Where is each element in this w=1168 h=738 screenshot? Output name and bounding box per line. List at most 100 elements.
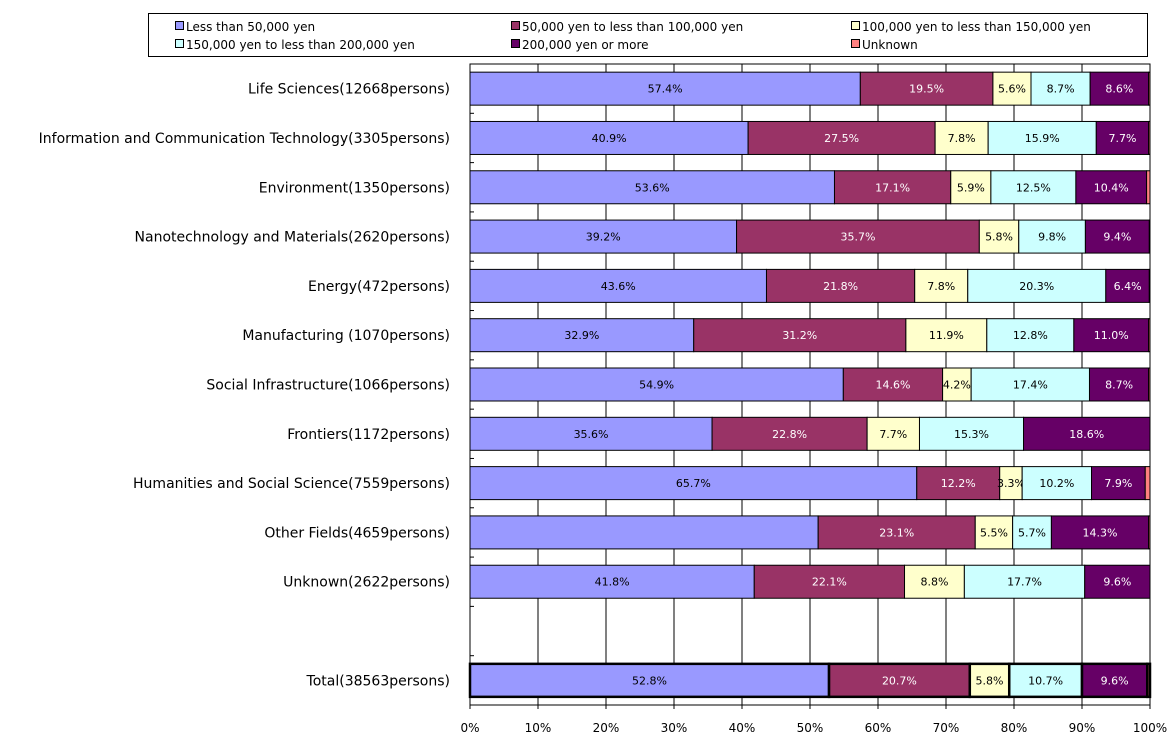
bar-segment	[859, 71, 994, 106]
bar-segment	[747, 120, 936, 155]
bar-segment	[1148, 515, 1151, 550]
data-label: 5.6%	[998, 83, 1026, 96]
data-label: 12.8%	[1013, 329, 1048, 342]
category-label: Energy(472persons)	[308, 279, 450, 295]
legend-swatch-series-4	[175, 39, 184, 48]
data-label: 7.9%	[1104, 477, 1132, 490]
data-label: 8.8%	[920, 576, 948, 589]
legend-swatch-series-2	[511, 21, 520, 30]
data-label: 19.5%	[909, 83, 944, 96]
bar-segment	[904, 564, 965, 599]
category-label: Frontiers(1172persons)	[287, 427, 450, 443]
bar-segment	[469, 170, 835, 205]
bar-segment	[469, 466, 918, 501]
legend-item-series-6: Unknown	[851, 38, 918, 52]
bar-segment	[1088, 367, 1150, 402]
data-label: 10.4%	[1094, 181, 1129, 194]
data-label: 35.7%	[840, 231, 875, 244]
bar-segment	[1146, 170, 1151, 205]
legend-label-series-2: 50,000 yen to less than 100,000 yen	[522, 20, 744, 34]
data-label: 43.6%	[601, 280, 636, 293]
category-label: Nanotechnology and Materials(2620persons…	[135, 230, 450, 246]
bar-segment	[469, 564, 755, 599]
data-label: 14.3%	[1083, 526, 1118, 539]
legend-item-series-3: 100,000 yen to less than 150,000 yen	[851, 20, 1091, 34]
x-tick-label: 60%	[865, 721, 892, 735]
category-label: Total(38563persons)	[306, 673, 450, 689]
bar-segment	[1012, 515, 1052, 550]
x-tick-label: 20%	[593, 721, 620, 735]
bar-segment	[1023, 416, 1151, 451]
data-label: 57.4%	[648, 83, 683, 96]
bar-segment	[469, 71, 861, 106]
data-label: 5.7%	[1018, 526, 1046, 539]
bar-segment	[827, 662, 972, 699]
bar-segment	[1146, 662, 1152, 699]
bar-segment	[963, 564, 1086, 599]
bar-segment	[1084, 564, 1151, 599]
legend-item-series-2: 50,000 yen to less than 100,000 yen	[511, 20, 743, 34]
data-label: 10.2%	[1039, 477, 1074, 490]
data-label: 22.1%	[812, 576, 847, 589]
data-label: 5.5%	[980, 526, 1008, 539]
bar-segment	[986, 318, 1075, 353]
bar-segment	[1089, 71, 1150, 106]
category-label: Manufacturing (1070persons)	[242, 328, 450, 344]
bar-segment	[469, 219, 738, 254]
bar-segment	[942, 367, 972, 402]
bar-segment	[469, 318, 695, 353]
bar-segment	[1148, 71, 1151, 106]
bar-segment	[1007, 662, 1084, 699]
data-label: 5.9%	[957, 181, 985, 194]
data-label: 20.7%	[882, 674, 917, 687]
data-label: 9.6%	[1103, 576, 1131, 589]
data-label: 8.7%	[1047, 83, 1075, 96]
bar-segment	[817, 515, 976, 550]
data-label: 17.1%	[875, 181, 910, 194]
data-label: 7.7%	[879, 428, 907, 441]
data-label: 10.7%	[1028, 674, 1063, 687]
bar-segment	[1148, 318, 1151, 353]
data-label: 8.7%	[1105, 379, 1133, 392]
bar-segment	[1075, 170, 1148, 205]
legend-label-series-3: 100,000 yen to less than 150,000 yen	[862, 20, 1091, 34]
bar-segment	[711, 416, 868, 451]
data-label: 32.9%	[564, 329, 599, 342]
data-label: 54.9%	[639, 379, 674, 392]
data-label: 8.6%	[1105, 83, 1133, 96]
bar-segment	[978, 219, 1020, 254]
data-label: 5.8%	[985, 231, 1013, 244]
x-tick-label: 10%	[525, 721, 552, 735]
bar-segment	[918, 416, 1025, 451]
data-label: 15.9%	[1025, 132, 1060, 145]
bar-segment	[1105, 268, 1150, 303]
legend-item-series-1: Less than 50,000 yen	[175, 20, 315, 34]
bar-segment	[1073, 318, 1150, 353]
data-label: 9.6%	[1101, 674, 1129, 687]
data-label: 65.7%	[676, 477, 711, 490]
bar-segment	[1030, 71, 1091, 106]
data-label: 39.2%	[586, 231, 621, 244]
legend-label-series-5: 200,000 yen or more	[522, 38, 649, 52]
bar-segment	[950, 170, 992, 205]
category-label: Humanities and Social Science(7559person…	[133, 476, 450, 492]
legend-label-series-4: 150,000 yen to less than 200,000 yen	[186, 38, 415, 52]
data-label: 15.3%	[954, 428, 989, 441]
data-label: 22.8%	[772, 428, 807, 441]
bar-segment	[469, 268, 767, 303]
x-tick-label: 0%	[460, 721, 479, 735]
data-label: 17.4%	[1013, 379, 1048, 392]
data-label: 4.2%	[943, 379, 971, 392]
data-label: 9.4%	[1103, 231, 1131, 244]
bar-segment	[1084, 219, 1150, 254]
bar-segment	[469, 120, 749, 155]
bar-segment	[1148, 120, 1151, 155]
bar-segment	[992, 71, 1032, 106]
x-tick-label: 50%	[797, 721, 824, 735]
legend-swatch-series-1	[175, 21, 184, 30]
bar-segment	[753, 564, 906, 599]
bar-segment	[693, 318, 907, 353]
bar-segment	[970, 367, 1090, 402]
x-tick-label: 100%	[1133, 721, 1167, 735]
